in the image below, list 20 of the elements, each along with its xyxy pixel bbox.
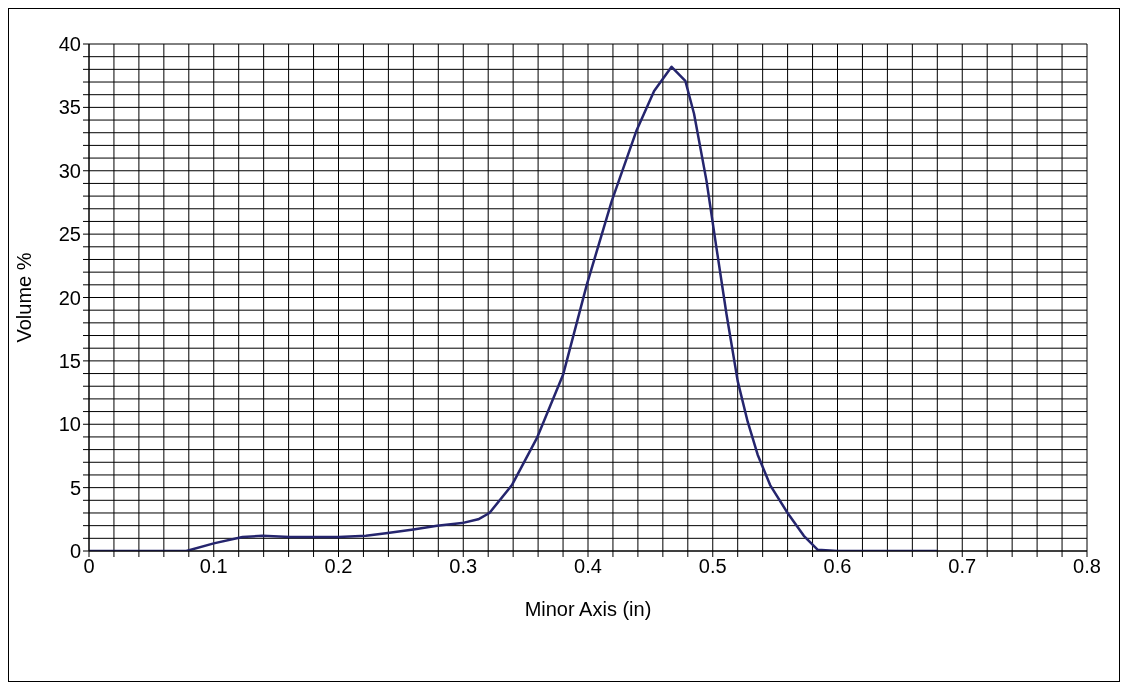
x-tick-label: 0.3 <box>449 555 478 578</box>
x-tick-label: 0.7 <box>948 555 977 578</box>
y-tick-label: 40 <box>58 33 81 56</box>
y-tick-label: 10 <box>58 413 81 436</box>
x-tick-label: 0.8 <box>1073 555 1101 578</box>
y-tick-label: 30 <box>58 159 81 182</box>
x-tick-label: 0 <box>83 555 95 578</box>
y-axis-title: Volume % <box>13 252 36 343</box>
x-tick-label: 0.2 <box>324 555 353 578</box>
y-tick-label: 0 <box>69 540 81 563</box>
y-tick-label: 20 <box>58 286 81 309</box>
y-tick-label: 25 <box>58 223 81 246</box>
x-tick-label: 0.1 <box>199 555 228 578</box>
y-tick-label: 5 <box>69 476 81 499</box>
x-tick-label: 0.5 <box>698 555 727 578</box>
x-axis-title: Minor Axis (in) <box>524 598 652 620</box>
y-tick-label: 35 <box>58 96 81 119</box>
x-tick-label: 0.4 <box>574 555 602 578</box>
x-tick-label: 0.6 <box>823 555 852 578</box>
y-tick-label: 15 <box>58 349 81 372</box>
